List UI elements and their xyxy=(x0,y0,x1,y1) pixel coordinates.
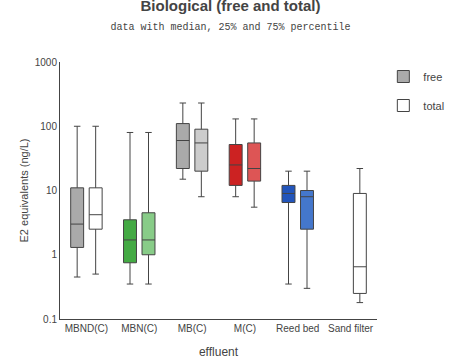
svg-text:M(C): M(C) xyxy=(234,323,256,334)
svg-text:100: 100 xyxy=(40,121,57,132)
svg-text:total: total xyxy=(423,100,444,112)
svg-text:MBN(C): MBN(C) xyxy=(121,323,157,334)
svg-text:Biological (free and total)dat: Biological (free and total)data with med… xyxy=(110,0,350,33)
svg-text:1: 1 xyxy=(51,249,57,260)
svg-text:MBND(C): MBND(C) xyxy=(65,323,108,334)
svg-text:E2 equivalents (ng/L): E2 equivalents (ng/L) xyxy=(18,139,30,243)
svg-text:10: 10 xyxy=(46,185,58,196)
svg-text:free: free xyxy=(423,71,442,83)
svg-text:0.1: 0.1 xyxy=(43,314,57,325)
svg-text:1000: 1000 xyxy=(35,57,58,68)
svg-text:effluent: effluent xyxy=(199,345,239,359)
svg-text:Sand filter: Sand filter xyxy=(328,323,374,334)
svg-text:Reed bed: Reed bed xyxy=(276,323,319,334)
svg-text:MB(C): MB(C) xyxy=(178,323,207,334)
